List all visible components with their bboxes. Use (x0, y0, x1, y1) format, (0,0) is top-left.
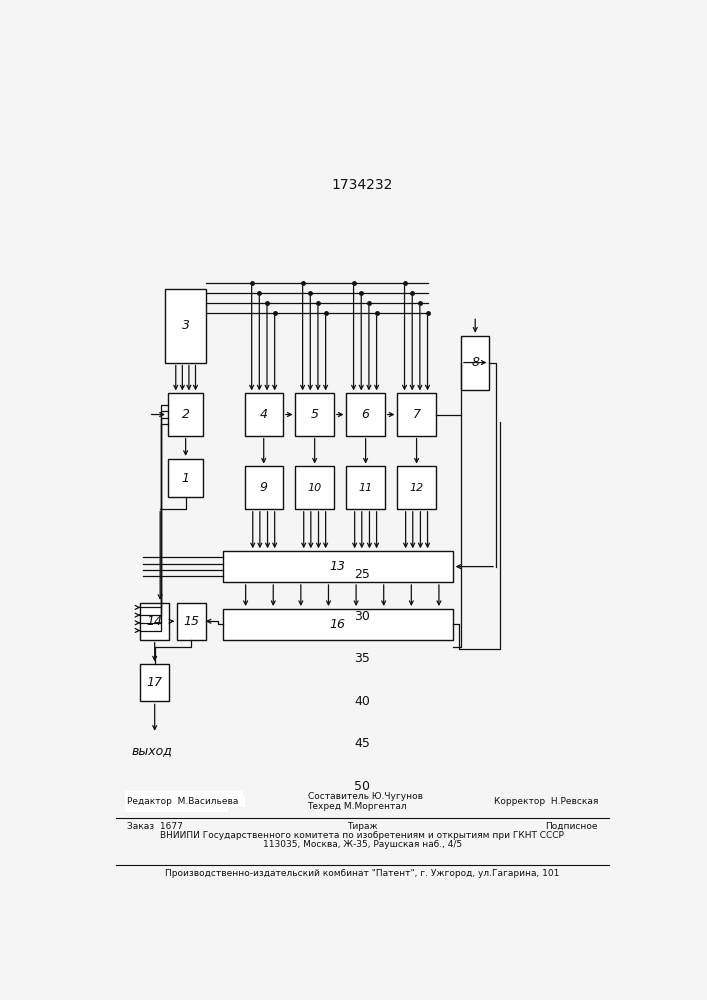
FancyBboxPatch shape (168, 393, 204, 436)
FancyBboxPatch shape (177, 603, 206, 640)
Text: 1734232: 1734232 (332, 178, 393, 192)
Text: Составитель Ю.Чугунов: Составитель Ю.Чугунов (127, 792, 242, 801)
Text: 17: 17 (146, 676, 163, 689)
FancyBboxPatch shape (346, 466, 385, 509)
Text: 2: 2 (182, 408, 189, 421)
Text: Техред М.Моргентал: Техред М.Моргентал (127, 802, 226, 811)
Text: Техред М.Моргентал: Техред М.Моргентал (308, 802, 407, 811)
FancyBboxPatch shape (141, 664, 169, 701)
Text: 13: 13 (329, 560, 346, 573)
Text: Редактор  М.Васильева: Редактор М.Васильева (127, 797, 238, 806)
FancyBboxPatch shape (245, 466, 283, 509)
Text: 16: 16 (329, 618, 346, 631)
FancyBboxPatch shape (346, 393, 385, 436)
FancyBboxPatch shape (397, 466, 436, 509)
FancyBboxPatch shape (461, 336, 489, 389)
FancyBboxPatch shape (397, 393, 436, 436)
Text: Заказ  1677: Заказ 1677 (127, 822, 182, 831)
Text: 8: 8 (471, 356, 479, 369)
FancyBboxPatch shape (245, 393, 283, 436)
Text: 45: 45 (354, 737, 370, 750)
Text: Тираж: Тираж (347, 822, 378, 831)
Text: Подписное: Подписное (545, 822, 598, 831)
Text: Производственно-издательский комбинат "Патент", г. Ужгород, ул.Гагарина, 101: Производственно-издательский комбинат "П… (165, 869, 559, 878)
Text: 113035, Москва, Ж-35, Раушская наб., 4/5: 113035, Москва, Ж-35, Раушская наб., 4/5 (263, 840, 462, 849)
Text: 40: 40 (354, 695, 370, 708)
Text: Техред М.Моргентал: Техред М.Моргентал (127, 802, 226, 811)
FancyBboxPatch shape (165, 289, 206, 363)
Text: 15: 15 (183, 615, 199, 628)
Text: 14: 14 (146, 615, 163, 628)
Text: 9: 9 (259, 481, 268, 494)
Text: 50: 50 (354, 780, 370, 793)
FancyBboxPatch shape (168, 459, 204, 497)
Text: 11: 11 (358, 483, 373, 493)
Text: 35: 35 (354, 652, 370, 666)
Text: ВНИИПИ Государственного комитета по изобретениям и открытиям при ГКНТ СССР: ВНИИПИ Государственного комитета по изоб… (160, 831, 564, 840)
Text: Редактор  М.Васильева: Редактор М.Васильева (127, 797, 238, 806)
Text: 3: 3 (182, 319, 189, 332)
Text: 6: 6 (361, 408, 370, 421)
Text: 12: 12 (409, 483, 423, 493)
FancyBboxPatch shape (296, 393, 334, 436)
Text: Составитель Ю.Чугунов: Составитель Ю.Чугунов (308, 792, 423, 801)
Text: 4: 4 (259, 408, 268, 421)
Text: 7: 7 (413, 408, 421, 421)
FancyBboxPatch shape (296, 466, 334, 509)
Text: Корректор  Н.Ревская: Корректор Н.Ревская (493, 797, 598, 806)
Text: 30: 30 (354, 610, 370, 623)
Text: 1: 1 (182, 472, 189, 485)
FancyBboxPatch shape (141, 603, 169, 640)
Text: Редактор  М.Васильева: Редактор М.Васильева (132, 797, 244, 806)
Text: 25: 25 (354, 568, 370, 581)
Text: 10: 10 (308, 483, 322, 493)
Text: Составитель Ю.Чугунов: Составитель Ю.Чугунов (127, 792, 242, 801)
FancyBboxPatch shape (223, 609, 452, 640)
FancyBboxPatch shape (223, 551, 452, 582)
Text: выход: выход (132, 744, 173, 757)
Text: 5: 5 (310, 408, 319, 421)
